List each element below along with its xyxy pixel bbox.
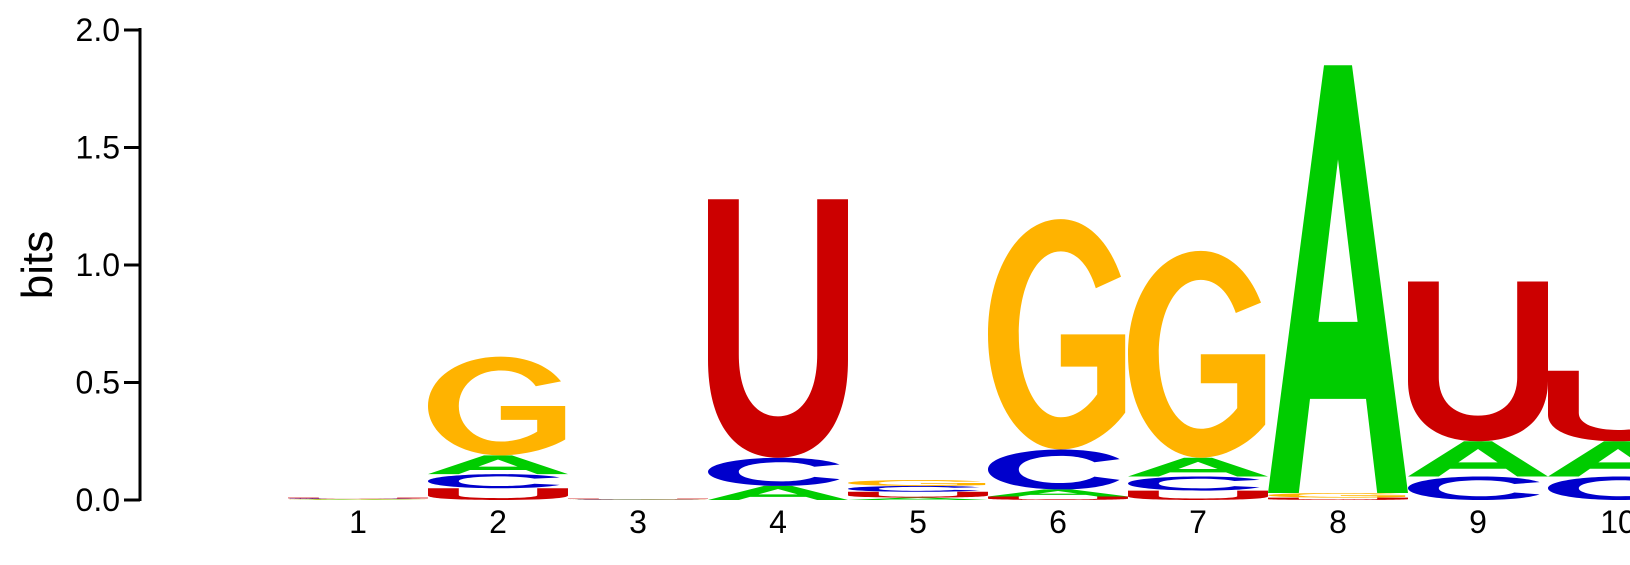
letter-G-pos-5 xyxy=(848,480,986,486)
letter-U-pos-1 xyxy=(288,497,428,499)
letter-C-pos-4 xyxy=(708,457,840,486)
y-tick-label: 0.5 xyxy=(76,365,120,401)
x-tick-label: 2 xyxy=(489,504,507,540)
letter-G-pos-2 xyxy=(428,356,566,456)
y-tick-label: 0.0 xyxy=(76,482,120,518)
x-tick-label: 4 xyxy=(769,504,787,540)
letter-C-pos-6 xyxy=(988,449,1120,490)
x-tick-label: 5 xyxy=(909,504,927,540)
letter-G-pos-7 xyxy=(1128,250,1266,458)
logo-letters xyxy=(288,65,1630,500)
letter-G-pos-6 xyxy=(988,219,1126,450)
letter-A-pos-2 xyxy=(428,455,568,475)
x-tick-label: 6 xyxy=(1049,504,1067,540)
x-tick-label: 9 xyxy=(1469,504,1487,540)
x-tick-label: 3 xyxy=(629,504,647,540)
letter-U-pos-4 xyxy=(708,199,848,458)
y-tick-label: 1.5 xyxy=(76,130,120,166)
letter-U-pos-8 xyxy=(1268,497,1408,500)
letter-A-pos-9 xyxy=(1408,441,1548,477)
letter-U-pos-9 xyxy=(1408,281,1548,442)
letter-U-pos-5 xyxy=(848,491,988,498)
letter-U-pos-2 xyxy=(428,488,568,500)
x-axis-labels: 1 2 3 4 5 6 7 8 9 10 xyxy=(349,504,1630,540)
letter-A-pos-5 xyxy=(848,497,988,500)
letter-U-pos-6 xyxy=(988,496,1128,500)
y-tick-label: 2.0 xyxy=(76,12,120,48)
letter-U-pos-3 xyxy=(568,498,708,500)
x-tick-label: 10 xyxy=(1600,504,1630,540)
letter-A-pos-4 xyxy=(708,485,848,500)
letter-A-pos-7 xyxy=(1128,457,1268,477)
x-tick-label: 7 xyxy=(1189,504,1207,540)
y-axis-title: bits xyxy=(13,231,62,299)
letter-U-pos-10 xyxy=(1548,370,1630,442)
letter-A-pos-8 xyxy=(1268,65,1408,493)
letter-U-pos-7 xyxy=(1128,490,1268,500)
letter-C-pos-7 xyxy=(1128,476,1260,491)
x-tick-label: 8 xyxy=(1329,504,1347,540)
y-axis: 0.0 0.5 1.0 1.5 2.0 xyxy=(76,12,142,518)
letter-C-pos-10 xyxy=(1548,476,1630,500)
letter-C-pos-5 xyxy=(848,485,980,492)
letter-A-pos-10 xyxy=(1548,441,1630,477)
x-tick-label: 1 xyxy=(349,504,367,540)
letter-A-pos-6 xyxy=(988,489,1128,497)
letter-C-pos-9 xyxy=(1408,476,1540,500)
letter-C-pos-2 xyxy=(428,474,560,489)
y-tick-label: 1.0 xyxy=(76,247,120,283)
letter-G-pos-8 xyxy=(1268,492,1406,498)
